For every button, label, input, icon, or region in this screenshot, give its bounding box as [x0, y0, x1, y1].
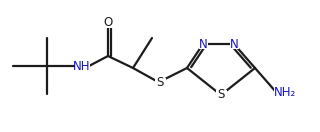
Text: N: N: [199, 37, 207, 51]
Bar: [155, 78, 165, 88]
Bar: [229, 39, 238, 48]
Text: N: N: [230, 37, 238, 51]
Text: NH₂: NH₂: [274, 86, 296, 98]
Bar: [75, 61, 90, 71]
Bar: [274, 87, 296, 97]
Bar: [215, 90, 227, 100]
Text: S: S: [156, 77, 164, 89]
Bar: [198, 39, 207, 48]
Text: O: O: [103, 16, 113, 29]
Text: NH: NH: [73, 60, 91, 72]
Bar: [103, 18, 113, 27]
Text: S: S: [217, 88, 225, 102]
